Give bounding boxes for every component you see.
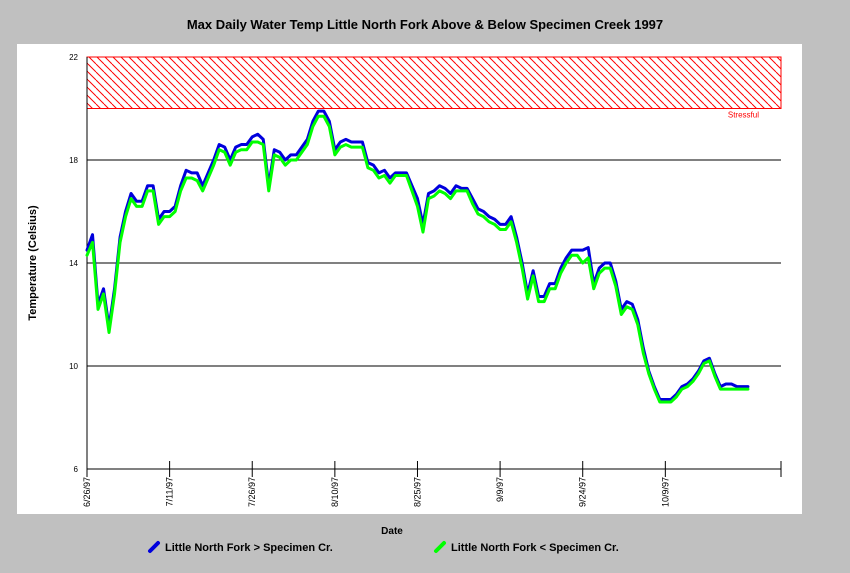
x-tick-label: 6/26/97 — [82, 477, 92, 507]
x-tick-label: 7/11/97 — [165, 477, 175, 506]
series-layer — [85, 109, 750, 404]
y-tick-label: 22 — [69, 53, 78, 62]
x-tick-label: 7/26/97 — [247, 477, 257, 507]
x-tick-label: 9/9/97 — [495, 477, 505, 502]
series-line-1 — [85, 109, 750, 401]
y-tick-label: 6 — [74, 465, 79, 474]
stressful-band-label: Stressful — [728, 111, 759, 120]
x-tick-label: 10/9/97 — [660, 477, 670, 507]
x-tick-label: 9/24/97 — [578, 477, 588, 507]
stressful-band — [86, 56, 782, 109]
x-axis-label: Date — [381, 526, 403, 537]
gridline-layer: 6 10 14 18 22 — [69, 53, 781, 474]
x-tick-label: 8/10/97 — [330, 477, 340, 507]
legend-swatch-1 — [148, 541, 160, 553]
legend-label-2: Little North Fork < Specimen Cr. — [451, 542, 619, 554]
y-tick-label: 14 — [69, 259, 78, 268]
y-tick-label: 18 — [69, 156, 78, 165]
series-line-2 — [85, 114, 750, 404]
legend-swatch-2 — [434, 541, 446, 553]
axis-layer: 6/26/97 7/11/97 7/26/97 8/10/97 8/25/97 9/9/9… — [82, 57, 782, 507]
legend-label-1: Little North Fork > Specimen Cr. — [165, 542, 333, 554]
legend: Little North Fork > Specimen Cr. Little N… — [148, 541, 619, 554]
chart-frame — [17, 44, 802, 514]
threshold-band-layer: Stressful — [86, 56, 782, 120]
y-tick-label: 10 — [69, 362, 78, 371]
chart-title: Max Daily Water Temp Little North Fork A… — [186, 17, 664, 32]
x-tick-label: 8/25/97 — [412, 477, 422, 507]
y-axis-label: Temperature (Celsius) — [27, 205, 39, 321]
